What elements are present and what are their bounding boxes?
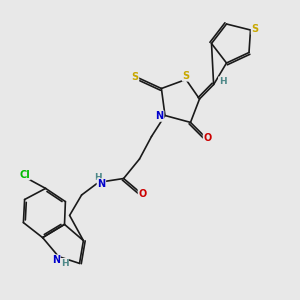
Text: S: S: [182, 71, 190, 81]
Text: S: S: [251, 24, 259, 34]
Text: H: H: [219, 77, 226, 86]
Text: N: N: [155, 111, 164, 121]
Text: H: H: [61, 259, 68, 268]
Text: N: N: [97, 179, 106, 189]
Text: O: O: [203, 133, 212, 143]
Text: S: S: [131, 71, 139, 82]
Text: Cl: Cl: [19, 169, 30, 180]
Text: N: N: [52, 255, 60, 265]
Text: O: O: [138, 189, 147, 199]
Text: H: H: [94, 173, 102, 182]
